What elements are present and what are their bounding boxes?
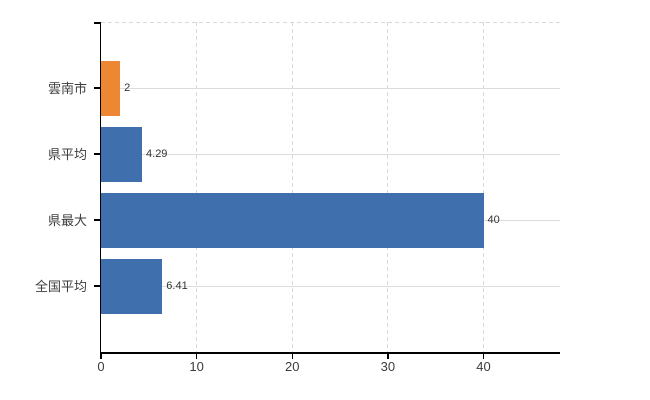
y-axis-tick: [94, 285, 101, 287]
x-axis-tick: [291, 353, 293, 359]
y-axis-tick: [94, 153, 101, 155]
bar-value-label: 6.41: [166, 280, 188, 292]
category-label: 県平均: [47, 146, 87, 162]
x-tick-label: 10: [189, 359, 204, 374]
v-gridline: [387, 22, 389, 352]
bar-1: [101, 126, 143, 182]
bar-value-label: 2: [124, 82, 131, 94]
bar-2: [101, 192, 484, 248]
plot-top-border: [101, 22, 560, 23]
x-tick-label: 20: [285, 359, 300, 374]
h-gridline: [101, 87, 560, 89]
v-gridline: [483, 22, 484, 352]
x-tick-label: 40: [476, 359, 491, 374]
y-axis-tick: [94, 87, 101, 89]
x-axis-tick: [100, 353, 102, 359]
bar-value-label: 40: [487, 214, 500, 226]
plot-area: 2 4.29 40 6.41: [94, 22, 560, 359]
category-label: 県最大: [47, 212, 87, 228]
bar-0: [101, 60, 121, 116]
v-gridline: [196, 22, 198, 352]
category-label: 雲南市: [47, 80, 87, 96]
bar-3: [101, 258, 163, 314]
x-axis-tick: [482, 353, 485, 359]
x-axis-line: [99, 352, 560, 354]
h-gridline: [101, 285, 560, 287]
y-axis-tick: [94, 219, 101, 221]
x-tick-label: 0: [97, 359, 105, 374]
h-gridline: [101, 153, 560, 155]
y-axis-line: [99, 22, 101, 352]
v-gridline: [291, 22, 293, 352]
category-label: 全国平均: [34, 278, 87, 294]
x-axis-tick: [195, 353, 198, 359]
bar-value-label: 4.29: [146, 148, 168, 160]
y-axis-top-tick: [94, 22, 101, 24]
x-tick-label: 30: [380, 359, 396, 374]
x-axis-tick: [387, 353, 389, 359]
